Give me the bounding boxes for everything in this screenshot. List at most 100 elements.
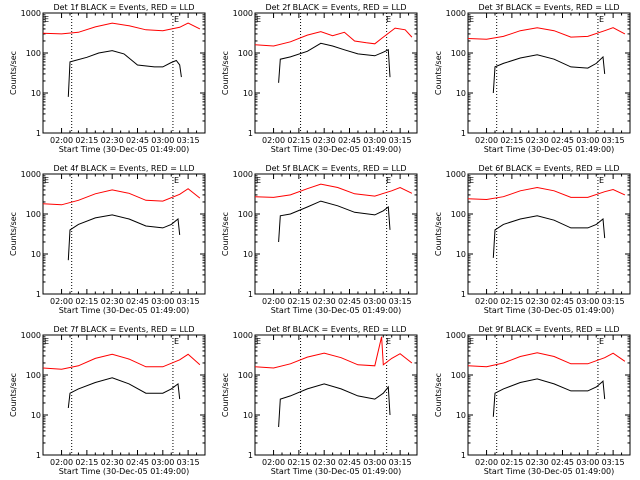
y-axis-label: Counts/sec [434, 373, 443, 417]
y-tick-label: 1000 [21, 9, 41, 18]
x-tick-label: 02:15 [500, 297, 523, 306]
x-axis-label: Start Time (30-Dec-05 01:49:00) [271, 145, 402, 154]
x-tick-label: 02:15 [500, 136, 523, 145]
x-tick-label: 03:00 [576, 297, 599, 306]
plot-frame [254, 334, 418, 456]
flag-label: E [599, 176, 604, 185]
lld-rate-line [42, 353, 201, 370]
x-axis-label: Start Time (30-Dec-05 01:49:00) [271, 306, 402, 315]
panel-title: Det 3f BLACK = Events, RED = LLD [478, 3, 619, 12]
detector-panel-8: Det 8f BLACK = Events, RED = LLD 1 10 100 10… [221, 325, 418, 476]
lld-rate-line [254, 27, 413, 47]
events-rate-line [67, 377, 181, 409]
x-axis-label: Start Time (30-Dec-05 01:49:00) [271, 467, 402, 476]
x-tick-label: 02:45 [338, 297, 361, 306]
x-tick-label: 02:30 [313, 458, 336, 467]
flag-label: E [599, 15, 604, 24]
y-tick-label: 1 [461, 290, 466, 299]
y-tick-label: 1000 [446, 9, 466, 18]
y-tick-label: 1 [248, 451, 253, 460]
detector-panel-3: Det 3f BLACK = Events, RED = LLD 1 10 100 10… [434, 3, 631, 154]
events-rate-line [492, 378, 606, 417]
x-tick-label: 02:15 [287, 297, 310, 306]
flag-label: E [386, 15, 391, 24]
y-tick-label: 100 [451, 371, 466, 380]
plot-frame [42, 334, 206, 456]
y-tick-label: 1 [36, 129, 41, 138]
flag-label: E [256, 176, 261, 185]
x-tick-label: 02:45 [338, 136, 361, 145]
plot-frame [467, 173, 631, 295]
plot-frame [42, 12, 206, 134]
x-tick-label: 03:15 [602, 136, 625, 145]
detector-panel-2: Det 2f BLACK = Events, RED = LLD 1 10 100 10… [221, 3, 418, 154]
lld-rate-line [254, 183, 413, 198]
lld-rate-line [42, 188, 201, 206]
plot-frame [42, 173, 206, 295]
y-tick-label: 100 [451, 49, 466, 58]
x-tick-label: 02:30 [526, 297, 549, 306]
x-tick-label: 02:00 [262, 458, 285, 467]
x-tick-label: 03:15 [389, 297, 412, 306]
x-tick-label: 02:30 [313, 136, 336, 145]
flag-label: E [174, 15, 179, 24]
flag-label: E [44, 176, 49, 185]
y-tick-label: 100 [26, 210, 41, 219]
x-tick-label: 02:15 [75, 297, 98, 306]
y-tick-label: 100 [238, 49, 253, 58]
x-tick-label: 03:15 [177, 136, 200, 145]
y-tick-label: 1 [461, 129, 466, 138]
y-axis-label: Counts/sec [434, 51, 443, 95]
lld-rate-line [467, 27, 626, 40]
x-tick-label: 02:15 [75, 458, 98, 467]
y-tick-label: 1 [461, 451, 466, 460]
x-tick-label: 03:15 [177, 458, 200, 467]
plot-frame [254, 173, 418, 295]
x-tick-label: 02:30 [526, 458, 549, 467]
x-tick-label: 02:15 [75, 136, 98, 145]
y-axis-label: Counts/sec [9, 212, 18, 256]
x-tick-label: 03:00 [151, 297, 174, 306]
y-tick-label: 100 [238, 210, 253, 219]
x-tick-label: 02:00 [262, 297, 285, 306]
x-tick-label: 02:00 [50, 297, 73, 306]
x-tick-label: 03:00 [363, 297, 386, 306]
y-tick-label: 1 [248, 129, 253, 138]
y-tick-label: 1000 [21, 170, 41, 179]
x-tick-label: 02:00 [50, 136, 73, 145]
x-tick-label: 03:15 [389, 458, 412, 467]
x-tick-label: 02:30 [313, 297, 336, 306]
events-rate-line [278, 383, 391, 428]
lld-rate-line [42, 22, 201, 35]
panel-title: Det 2f BLACK = Events, RED = LLD [265, 3, 406, 12]
panel-title: Det 8f BLACK = Events, RED = LLD [265, 325, 406, 334]
flag-label: E [174, 337, 179, 346]
x-tick-label: 02:45 [551, 136, 574, 145]
flag-label: E [174, 176, 179, 185]
x-tick-label: 02:00 [475, 136, 498, 145]
y-tick-label: 10 [243, 250, 253, 259]
events-rate-line [278, 200, 391, 243]
x-tick-label: 03:00 [576, 136, 599, 145]
y-tick-label: 1 [248, 290, 253, 299]
y-tick-label: 1000 [233, 9, 253, 18]
detector-panel-7: Det 7f BLACK = Events, RED = LLD 1 10 100 10… [9, 325, 206, 476]
x-tick-label: 03:15 [177, 297, 200, 306]
events-rate-line [278, 42, 391, 83]
y-tick-label: 1000 [446, 331, 466, 340]
x-tick-label: 02:30 [101, 136, 124, 145]
y-tick-label: 1000 [446, 170, 466, 179]
x-tick-label: 02:15 [287, 458, 310, 467]
y-tick-label: 10 [31, 411, 41, 420]
x-tick-label: 02:45 [338, 458, 361, 467]
y-tick-label: 100 [451, 210, 466, 219]
x-tick-label: 02:30 [101, 458, 124, 467]
events-rate-line [67, 50, 182, 97]
events-rate-line [67, 214, 181, 261]
y-axis-label: Counts/sec [9, 373, 18, 417]
panel-title: Det 5f BLACK = Events, RED = LLD [265, 164, 406, 173]
y-tick-label: 10 [243, 89, 253, 98]
x-tick-label: 02:00 [475, 297, 498, 306]
plot-frame [467, 334, 631, 456]
y-tick-label: 1 [36, 290, 41, 299]
